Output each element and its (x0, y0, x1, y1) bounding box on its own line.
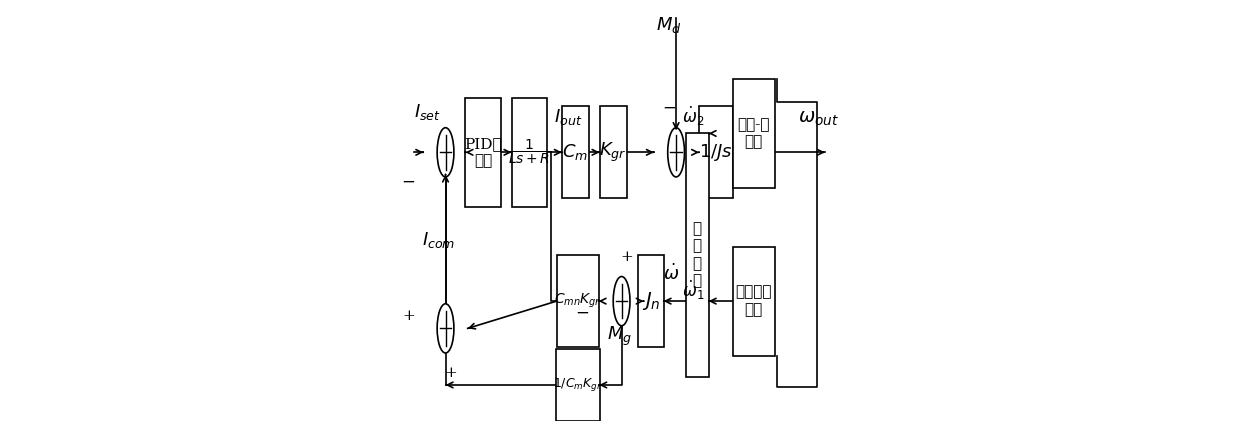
Text: $\dot{\omega}$: $\dot{\omega}$ (663, 264, 679, 284)
Text: $M_g$: $M_g$ (607, 325, 632, 349)
FancyBboxPatch shape (685, 133, 709, 376)
Ellipse shape (437, 304, 453, 353)
Text: $1/ Js$: $1/ Js$ (699, 142, 732, 163)
Ellipse shape (437, 128, 453, 177)
Text: −: − (575, 305, 590, 322)
FancyBboxPatch shape (732, 246, 774, 356)
Ellipse shape (613, 276, 629, 326)
Text: $C_m$: $C_m$ (563, 142, 589, 162)
Ellipse shape (668, 128, 684, 177)
Text: +: + (621, 250, 633, 264)
FancyBboxPatch shape (732, 79, 774, 188)
Text: $J_n$: $J_n$ (642, 290, 660, 312)
Text: $\omega_{out}$: $\omega_{out}$ (798, 110, 839, 128)
Text: −: − (662, 100, 675, 116)
FancyBboxPatch shape (699, 106, 732, 198)
FancyBboxPatch shape (638, 255, 664, 347)
Text: $I_{com}$: $I_{com}$ (421, 230, 455, 250)
Text: −: − (401, 173, 415, 190)
Text: +: + (444, 366, 457, 380)
Text: 跟踪-微
分器: 跟踪-微 分器 (737, 118, 769, 149)
Text: $\dfrac{1}{Ls+R}$: $\dfrac{1}{Ls+R}$ (508, 138, 551, 167)
FancyBboxPatch shape (561, 106, 589, 198)
FancyBboxPatch shape (555, 349, 600, 421)
Text: 卡尔曼滤
波器: 卡尔曼滤 波器 (736, 285, 772, 317)
Text: 选
择
评
判: 选 择 评 判 (693, 222, 701, 288)
Text: +: + (403, 309, 415, 323)
Text: $I_{set}$: $I_{set}$ (414, 103, 441, 122)
FancyBboxPatch shape (600, 106, 627, 198)
Text: $I_{out}$: $I_{out}$ (554, 107, 582, 127)
Text: $C_{mn}K_{gr}$: $C_{mn}K_{gr}$ (554, 292, 601, 310)
Text: $\dot{\omega}_2$: $\dot{\omega}_2$ (681, 105, 704, 128)
Text: $1/C_m K_{gr}$: $1/C_m K_{gr}$ (553, 376, 602, 393)
Text: $K_{gr}$: $K_{gr}$ (600, 141, 627, 164)
FancyBboxPatch shape (466, 98, 501, 207)
FancyBboxPatch shape (556, 255, 598, 347)
Text: $M_d$: $M_d$ (657, 15, 681, 35)
FancyBboxPatch shape (512, 98, 548, 207)
Text: PID控
制器: PID控 制器 (465, 137, 502, 168)
Text: $\dot{\omega}_1$: $\dot{\omega}_1$ (681, 279, 704, 302)
